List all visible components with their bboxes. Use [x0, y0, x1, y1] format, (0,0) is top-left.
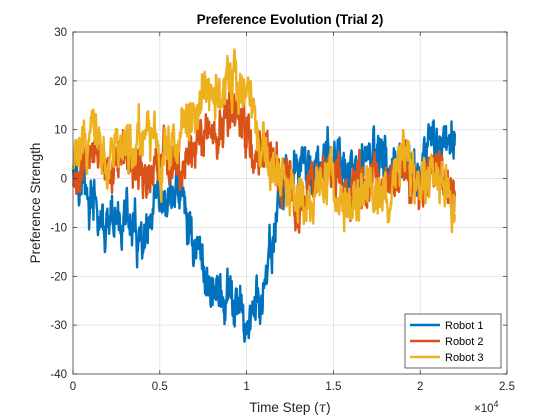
x-tick-label: 2.5 [499, 381, 515, 393]
legend-label: Robot 1 [445, 320, 484, 332]
x-axis-exponent-base: ×10 [474, 403, 494, 415]
series-layer [71, 48, 457, 343]
series-line-robot-2 [72, 88, 457, 234]
x-tick-label: 2 [417, 381, 423, 393]
x-tick-label: 1.5 [325, 381, 341, 393]
y-tick-label: 0 [61, 174, 67, 186]
x-tick-label: 1 [243, 381, 249, 393]
y-tick-label: -40 [50, 369, 67, 381]
x-tick-label: 0 [70, 381, 76, 393]
y-tick-label: 20 [54, 76, 67, 88]
y-tick-label: 30 [54, 27, 67, 39]
chart-title: Preference Evolution (Trial 2) [197, 12, 384, 27]
x-tick-label: 0.5 [152, 381, 168, 393]
legend-label: Robot 2 [445, 336, 484, 348]
x-axis-label: Time Step (τ) [249, 400, 330, 416]
x-axis-label-text: Time Step ( [249, 400, 319, 415]
y-axis-label: Preference Strength [28, 143, 43, 264]
x-axis-label-close: ) [326, 400, 331, 415]
legend-label: Robot 3 [445, 352, 484, 364]
legend: Robot 1 Robot 2 Robot 3 [404, 313, 502, 369]
y-tick-label: -30 [50, 320, 67, 332]
plot-frame [72, 31, 508, 375]
series-line-robot-3 [71, 48, 457, 234]
x-axis-exponent: ×104 [474, 399, 499, 415]
y-tick-label: -20 [50, 271, 67, 283]
ticks: 0 0.5 1 1.5 2 2.5 -40 -30 -20 -10 0 10 20 30 [50, 27, 515, 393]
x-axis-exponent-power: 4 [494, 399, 499, 409]
y-tick-label: 10 [54, 125, 67, 137]
y-tick-label: -10 [50, 222, 67, 234]
x-axis-label-symbol: τ [319, 400, 327, 416]
